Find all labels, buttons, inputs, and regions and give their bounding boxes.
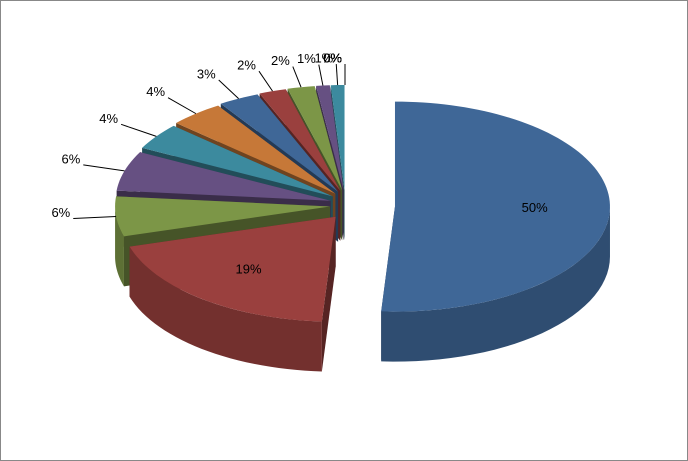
data-label: 1% <box>314 51 333 66</box>
slice <box>381 101 610 312</box>
leader-line <box>258 70 273 92</box>
slice <box>259 89 341 191</box>
slice <box>116 152 331 201</box>
data-label: 0% <box>323 50 342 65</box>
slice <box>330 85 345 191</box>
leader-line <box>73 216 117 220</box>
leader-line <box>335 64 339 86</box>
data-label: 0% <box>323 50 342 65</box>
data-label: 2% <box>237 58 256 73</box>
data-label: 3% <box>197 66 216 81</box>
data-label: 2% <box>271 53 290 68</box>
data-label: 6% <box>51 205 70 220</box>
data-label: 50% <box>522 200 548 215</box>
data-label: 4% <box>99 111 118 126</box>
data-label: 0% <box>323 50 342 65</box>
slice-tops <box>115 85 610 322</box>
slice <box>316 85 344 191</box>
slice-outer-wall <box>115 206 124 287</box>
data-label: 4% <box>146 84 165 99</box>
data-label: 0% <box>323 50 342 65</box>
slice-outer-wall <box>129 246 322 372</box>
data-label: 0% <box>323 50 342 65</box>
slice <box>142 125 333 197</box>
leader-line <box>318 64 324 86</box>
leader-line <box>167 97 197 115</box>
leader-line <box>83 164 125 172</box>
data-label: 1% <box>297 51 316 66</box>
data-label: 19% <box>235 262 261 277</box>
data-label: 6% <box>61 151 80 166</box>
slice <box>115 196 331 237</box>
slice <box>220 94 339 192</box>
leader-line <box>218 79 239 99</box>
slice <box>287 86 343 191</box>
slice-outer-wall <box>381 206 610 362</box>
slice <box>129 216 336 322</box>
leader-line <box>120 123 157 137</box>
data-labels: 50%19%6%6%4%4%3%2% 2% 1%1%0%0%0%0%0% <box>51 50 548 276</box>
leader-line <box>292 66 302 88</box>
slice <box>176 105 336 194</box>
